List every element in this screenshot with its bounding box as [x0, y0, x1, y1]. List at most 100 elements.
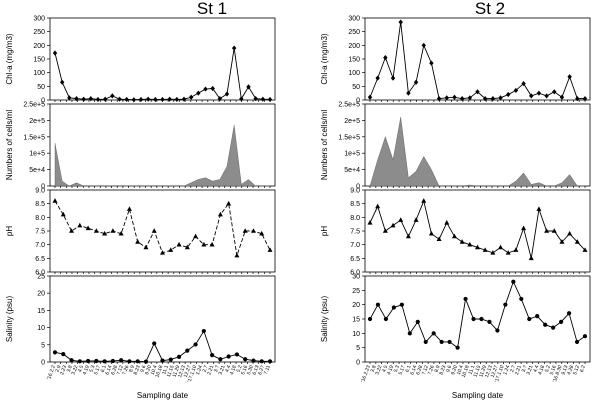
y-tick-label: 1e+5 [29, 151, 45, 158]
x-tick-label: 6.14 [104, 364, 113, 375]
data-point [519, 296, 524, 302]
x-tick-label: 12.13 [177, 364, 187, 378]
data-point [582, 247, 588, 252]
x-tick-label: 3.22 [375, 364, 384, 375]
data-point [471, 316, 476, 322]
data-point [217, 96, 223, 102]
series-line [369, 280, 586, 349]
y-tick-label: 250 [348, 29, 360, 36]
y-tick-label: 20 [352, 302, 360, 309]
data-point [406, 90, 411, 96]
x-tick-label: 11.1 [161, 364, 170, 375]
data-point [242, 228, 248, 233]
data-point [145, 96, 151, 102]
data-point [231, 45, 237, 51]
x-tick-label: 4.5 [77, 364, 85, 373]
data-point [60, 211, 66, 217]
data-point [119, 358, 124, 363]
x-tick-label: 5.17 [398, 364, 407, 375]
x-tick-label: 5.30 [246, 364, 255, 375]
x-tick-label: 6.27 [257, 364, 266, 375]
x-tick-label: 7.26 [427, 364, 436, 375]
data-point [69, 228, 75, 233]
y-tick-label: 0 [356, 98, 360, 105]
x-tick-label: 11.1 [468, 364, 477, 375]
y-tick-label: 9.0 [35, 188, 45, 195]
y-tick-label: 150 [33, 57, 45, 64]
y-tick-label: 50 [37, 84, 45, 91]
x-tick-label: 4.28 [566, 364, 575, 375]
data-point [559, 94, 565, 100]
x-tick-label: 9.6 [445, 364, 453, 373]
data-point [160, 96, 165, 103]
y-axis-label: Chl-a (mg/m3) [320, 33, 329, 84]
y-tick-label: 25 [352, 288, 360, 295]
data-point [126, 206, 132, 211]
x-tick-label: 6.28 [415, 364, 424, 375]
y-tick-label: 1.5e+5 [338, 134, 360, 141]
data-point [168, 247, 174, 252]
data-point [567, 74, 572, 80]
y-tick-label: 150 [348, 57, 360, 64]
x-tick-label: 9.13 [560, 364, 569, 375]
data-point [102, 96, 108, 102]
x-tick-label: 12.27 [490, 364, 500, 378]
x-tick-label: 7.11 [263, 364, 272, 375]
data-point [174, 96, 180, 103]
data-point [511, 279, 516, 284]
plot-frame [49, 103, 276, 187]
data-point [513, 87, 519, 94]
x-tick-label: 5.2 [236, 364, 244, 373]
y-tick-label: 0 [41, 360, 45, 367]
x-tick-label: 4.4 [224, 364, 232, 373]
y-tick-label: 200 [348, 43, 360, 50]
y-tick-label: 2e+5 [344, 118, 360, 125]
data-point [110, 93, 115, 99]
data-point [234, 252, 240, 258]
data-point [575, 96, 580, 102]
plot-frame [364, 17, 591, 101]
data-point [451, 233, 457, 239]
data-point [551, 228, 557, 233]
x-tick-label: 11.29 [478, 364, 488, 378]
data-point [85, 225, 91, 231]
plot-frame [49, 275, 276, 363]
y-tick-label: 100 [348, 70, 360, 77]
x-tick-label: 4.5 [381, 364, 389, 373]
data-point [375, 203, 381, 209]
data-point [391, 305, 396, 310]
plot-frame [49, 17, 276, 101]
data-point [398, 217, 404, 222]
x-tick-label: 7.26 [121, 364, 130, 375]
data-point [459, 96, 465, 102]
data-point [467, 241, 473, 247]
data-point [506, 91, 511, 98]
data-point [246, 84, 251, 90]
data-point [226, 354, 231, 359]
data-point [52, 50, 58, 56]
data-point [487, 319, 492, 324]
x-tick-label: 10.4 [150, 364, 159, 375]
data-point [399, 302, 404, 307]
data-point [559, 239, 565, 244]
data-point [551, 325, 556, 330]
data-point [168, 357, 173, 362]
y-tick-label: 25 [37, 274, 45, 281]
plot-frame [49, 189, 276, 273]
data-point [67, 95, 72, 101]
data-point [176, 241, 182, 247]
data-point [505, 250, 511, 255]
data-point [217, 211, 223, 217]
data-point [77, 359, 82, 364]
y-tick-label: 0 [356, 184, 360, 191]
data-point [167, 96, 172, 102]
y-tick-label: 7.0 [35, 242, 45, 249]
data-point [138, 96, 144, 103]
data-point [436, 236, 442, 241]
series-line [54, 47, 271, 101]
data-point [490, 96, 496, 102]
data-point [94, 358, 99, 364]
